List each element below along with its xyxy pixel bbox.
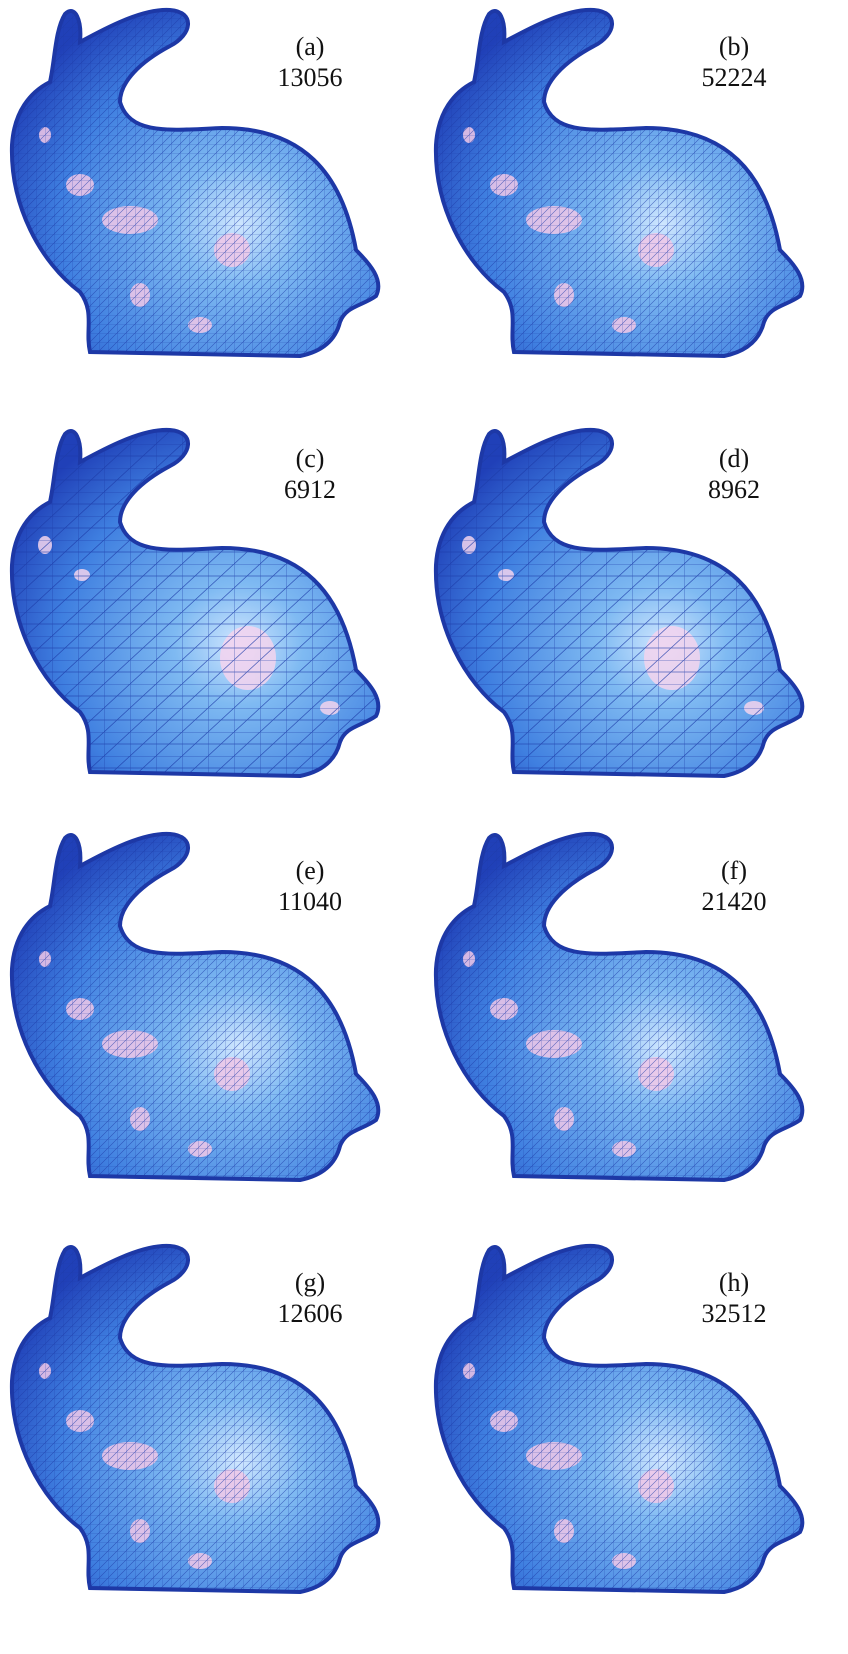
panel-count: 13056 [278,63,343,92]
bunny-mesh [436,10,802,356]
panel-count: 11040 [278,887,342,916]
panel-label: (e) [296,856,325,885]
panel-label: (f) [721,856,747,885]
panel-label: (b) [719,32,749,61]
bunny-mesh [12,10,378,356]
panel-count: 6912 [284,475,336,504]
figure: (a)13056 (b)52224 (c)6912 (d)8962 (e)11040 (f… [0,0,848,1649]
panel-label: (a) [296,32,325,61]
bunny-mesh [12,1246,378,1592]
panel-label: (c) [296,444,325,473]
panel-label: (g) [295,1268,325,1297]
panel-label: (h) [719,1268,749,1297]
bunny-mesh [436,1246,802,1592]
panel-count: 8962 [708,475,760,504]
panel-label: (d) [719,444,749,473]
page: (a)13056 (b)52224 (c)6912 (d)8962 (e)11040 (f… [0,0,848,1649]
panel-count: 52224 [702,63,767,92]
panel-count: 21420 [702,887,767,916]
panel-count: 32512 [702,1299,767,1328]
bunny-mesh [12,834,378,1180]
bunny-mesh [436,834,802,1180]
panel-count: 12606 [278,1299,343,1328]
